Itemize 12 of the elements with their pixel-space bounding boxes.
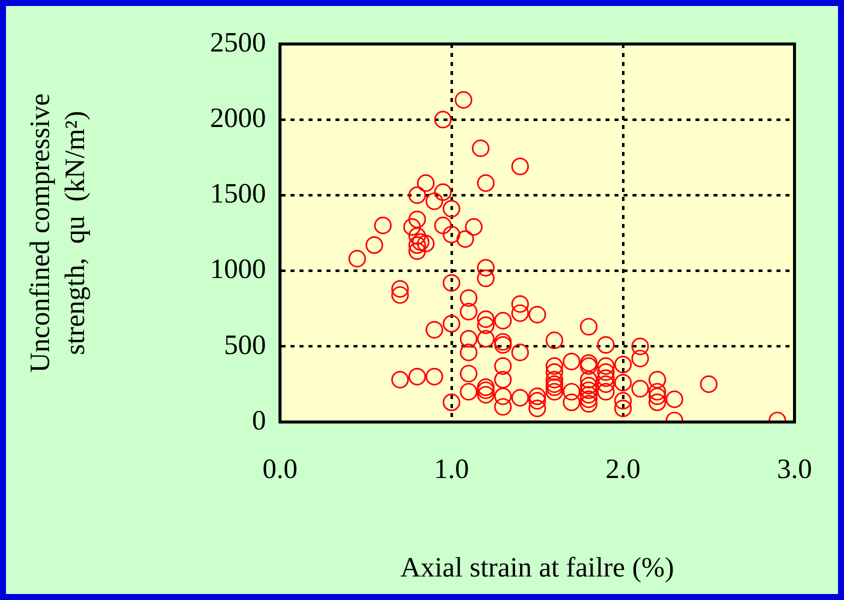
- x-tick-label: 2.0: [606, 454, 640, 486]
- y-tick-label: 1500: [210, 178, 266, 210]
- y-tick-label: 0: [252, 405, 266, 436]
- y-tick-label: 2000: [210, 102, 266, 134]
- y-tick-label: 1000: [210, 254, 266, 286]
- y-tick-label: 2500: [210, 27, 266, 58]
- x-tick-label: 0.0: [262, 454, 298, 486]
- x-tick-label: 1.0: [434, 454, 469, 486]
- x-axis-title: Axial strain at failre (%): [400, 552, 674, 584]
- x-tick-label: 3.0: [777, 454, 812, 486]
- y-axis-title: Unconfined compressive strength, qu (kN/m²): [24, 93, 91, 373]
- y-tick-label: 500: [224, 330, 266, 361]
